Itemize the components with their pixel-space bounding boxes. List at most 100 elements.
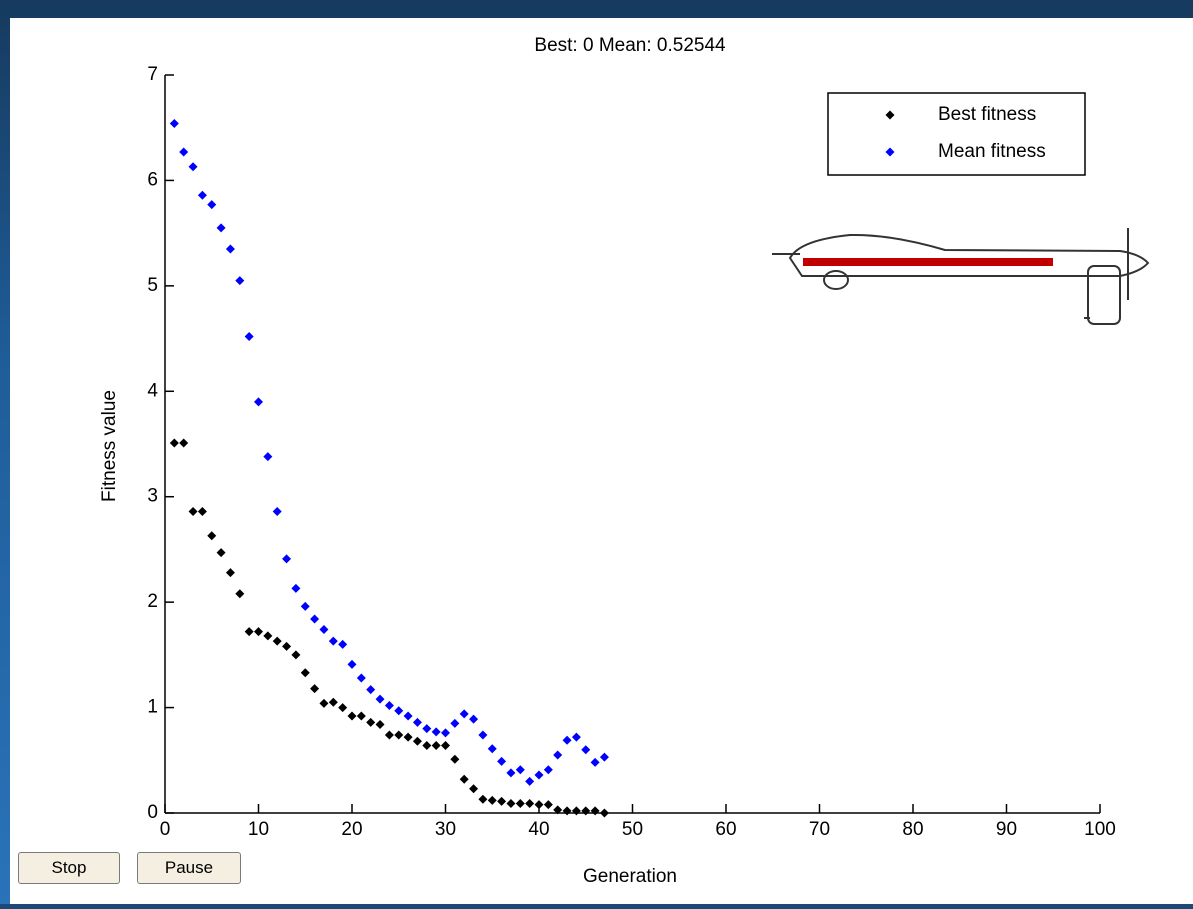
y-tick-label: 5	[147, 275, 158, 296]
point	[590, 757, 600, 767]
point	[384, 700, 394, 710]
point	[188, 506, 198, 516]
point	[571, 806, 581, 816]
point	[319, 625, 329, 635]
x-tick-label: 30	[435, 819, 456, 840]
point	[459, 709, 469, 719]
point	[300, 668, 310, 678]
point	[169, 118, 179, 128]
point	[338, 639, 348, 649]
x-tick-label: 10	[248, 819, 269, 840]
point	[534, 800, 544, 810]
point	[525, 799, 535, 809]
point	[291, 650, 301, 660]
point	[356, 673, 366, 683]
point	[394, 706, 404, 716]
chart: Best: 0 Mean: 0.52544 Generation Fitness…	[99, 35, 1150, 887]
point	[216, 548, 226, 558]
point	[515, 799, 525, 809]
point	[441, 728, 450, 738]
point	[244, 627, 254, 637]
point	[338, 703, 348, 713]
point	[375, 694, 385, 704]
point	[282, 641, 292, 651]
point	[282, 554, 292, 564]
point	[375, 719, 385, 729]
figure: Best: 0 Mean: 0.52544 Generation Fitness…	[10, 18, 1193, 904]
point	[403, 711, 413, 721]
point	[422, 741, 432, 751]
point	[169, 438, 179, 448]
point	[244, 331, 254, 341]
chart-title: Best: 0 Mean: 0.52544	[534, 35, 726, 56]
point	[254, 397, 263, 407]
x-tick-label: 70	[809, 819, 830, 840]
point	[225, 244, 235, 254]
y-tick-label: 6	[147, 169, 158, 190]
point	[310, 684, 320, 694]
x-axis-label: Generation	[583, 866, 677, 887]
point	[216, 223, 226, 233]
point	[450, 754, 460, 764]
point	[366, 685, 376, 695]
point	[478, 794, 488, 804]
point	[543, 800, 553, 810]
point	[497, 796, 507, 806]
point	[431, 741, 441, 751]
point	[394, 730, 404, 740]
x-tick-label: 100	[1084, 819, 1116, 840]
point	[599, 752, 609, 762]
point	[487, 744, 497, 754]
point	[319, 698, 329, 708]
point	[412, 717, 422, 727]
legend-box	[827, 92, 1086, 176]
airplane-illustration	[772, 228, 1150, 325]
legend: Best fitness Mean fitness	[827, 92, 1086, 176]
point	[515, 765, 525, 775]
point	[272, 636, 282, 646]
point	[422, 724, 432, 734]
pause-button[interactable]: Pause	[137, 852, 241, 884]
point	[450, 718, 460, 728]
point	[469, 714, 479, 724]
point	[310, 614, 320, 624]
point	[300, 601, 310, 611]
point	[179, 147, 189, 157]
point	[571, 732, 581, 742]
point	[497, 756, 507, 766]
stop-button[interactable]: Stop	[18, 852, 120, 884]
point	[263, 452, 273, 462]
point	[441, 741, 450, 751]
point	[590, 806, 600, 816]
y-tick-label: 2	[147, 591, 158, 612]
point	[347, 659, 357, 669]
point	[347, 711, 357, 721]
point	[207, 531, 217, 541]
point	[534, 770, 544, 780]
x-tick-label: 80	[902, 819, 923, 840]
point	[412, 736, 422, 746]
point	[356, 711, 366, 721]
legend-marker	[885, 110, 895, 120]
point	[254, 627, 263, 637]
point	[506, 768, 516, 778]
point	[197, 506, 207, 516]
legend-label: Best fitness	[938, 104, 1036, 125]
point	[403, 732, 413, 742]
point	[562, 735, 572, 745]
point	[581, 745, 591, 755]
point	[487, 795, 497, 805]
point	[553, 750, 563, 760]
point	[469, 784, 479, 794]
x-tick-label: 0	[160, 819, 171, 840]
point	[235, 276, 245, 286]
point	[543, 765, 553, 775]
point	[384, 730, 394, 740]
point	[263, 631, 273, 641]
point	[179, 438, 189, 448]
y-tick-label: 3	[147, 486, 158, 507]
x-tick-label: 50	[622, 819, 643, 840]
point	[459, 774, 469, 784]
point	[431, 727, 441, 737]
point	[328, 697, 338, 707]
